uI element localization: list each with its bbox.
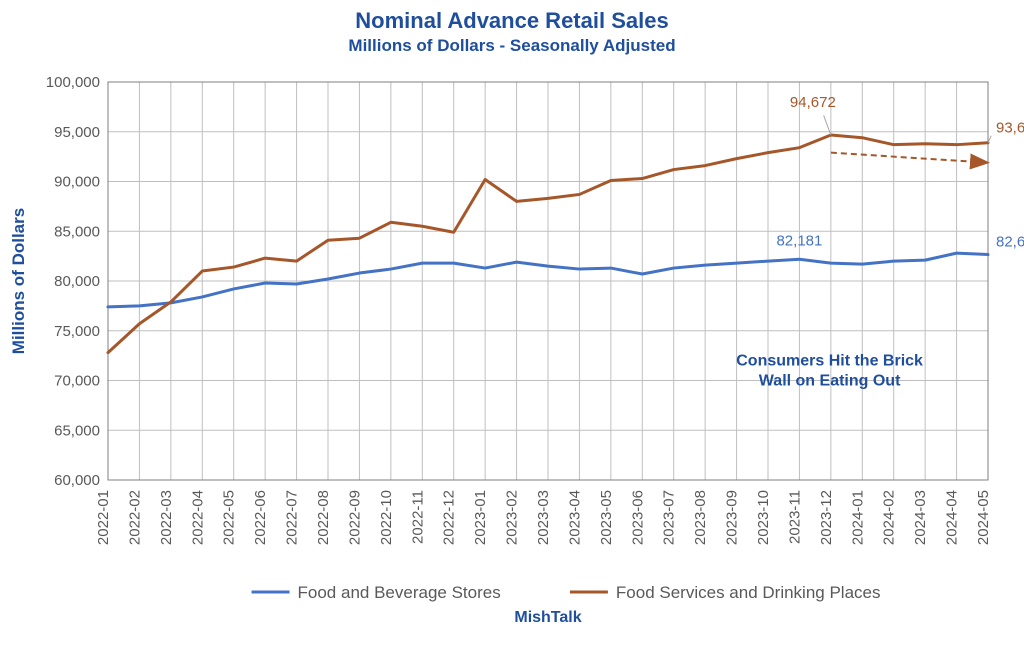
x-tick-label: 2024-02 <box>881 490 898 545</box>
x-tick-label: 2022-09 <box>346 490 363 545</box>
data-point-label: 93,614 <box>996 120 1024 137</box>
chart-container: Nominal Advance Retail Sales Millions of… <box>0 0 1024 672</box>
x-tick-label: 2023-01 <box>472 490 489 545</box>
y-tick-label: 75,000 <box>54 323 100 340</box>
x-tick-label: 2022-12 <box>441 490 458 545</box>
y-tick-label: 100,000 <box>46 74 100 91</box>
x-tick-label: 2022-02 <box>126 490 143 545</box>
x-tick-label: 2023-03 <box>535 490 552 545</box>
y-axis-title: Millions of Dollars <box>9 208 28 354</box>
legend-label: Food and Beverage Stores <box>298 583 501 602</box>
chart-svg: 60,000 65,000 70,000 75,000 80,000 85,000 90,0… <box>0 0 1024 672</box>
x-tick-label: 2024-05 <box>975 490 992 545</box>
chart-subtitle: Millions of Dollars - Seasonally Adjuste… <box>0 36 1024 56</box>
gridlines <box>108 82 988 480</box>
source-label: MishTalk <box>514 609 581 626</box>
annotation-text: Consumers Hit the Brick <box>736 353 923 370</box>
y-tick-label: 65,000 <box>54 422 100 439</box>
x-tick-label: 2023-06 <box>629 490 646 545</box>
y-tick-label: 70,000 <box>54 373 100 390</box>
x-tick-label: 2022-01 <box>95 490 112 545</box>
x-tick-label: 2023-08 <box>692 490 709 545</box>
x-tick-label: 2023-02 <box>504 490 521 545</box>
x-tick-label: 2023-04 <box>566 490 583 545</box>
y-tick-label: 95,000 <box>54 124 100 141</box>
x-tick-label: 2022-04 <box>189 490 206 545</box>
y-tick-label: 80,000 <box>54 273 100 290</box>
x-tick-label: 2024-01 <box>849 490 866 545</box>
x-tick-label: 2024-04 <box>944 490 961 545</box>
data-point-label: 94,672 <box>790 94 836 111</box>
x-axis: 2022-01 2022-02 2022-03 2022-04 2022-05 2022-… <box>95 490 992 545</box>
data-point-label: 82,658 <box>996 234 1024 251</box>
chart-title: Nominal Advance Retail Sales <box>0 8 1024 34</box>
x-tick-label: 2023-10 <box>755 490 772 545</box>
x-tick-label: 2023-12 <box>818 490 835 545</box>
x-tick-label: 2024-03 <box>912 490 929 545</box>
x-tick-label: 2022-08 <box>315 490 332 545</box>
x-tick-label: 2022-07 <box>284 490 301 545</box>
annotation-text: Wall on Eating Out <box>759 373 901 390</box>
legend-label: Food Services and Drinking Places <box>616 583 881 602</box>
x-tick-label: 2022-11 <box>409 490 426 544</box>
x-tick-label: 2023-05 <box>598 490 615 545</box>
x-tick-label: 2022-03 <box>158 490 175 545</box>
x-tick-label: 2023-09 <box>724 490 741 545</box>
x-tick-label: 2023-07 <box>661 490 678 545</box>
y-tick-label: 60,000 <box>54 472 100 489</box>
y-tick-label: 85,000 <box>54 223 100 240</box>
legend: Food and Beverage Stores Food Services an… <box>252 583 881 602</box>
x-tick-label: 2023-11 <box>786 490 803 544</box>
trend-arrow <box>831 153 988 163</box>
x-tick-label: 2022-10 <box>378 490 395 545</box>
data-point-label: 82,181 <box>776 232 822 249</box>
x-tick-label: 2022-05 <box>221 490 238 545</box>
x-tick-label: 2022-06 <box>252 490 269 545</box>
y-tick-label: 90,000 <box>54 174 100 191</box>
